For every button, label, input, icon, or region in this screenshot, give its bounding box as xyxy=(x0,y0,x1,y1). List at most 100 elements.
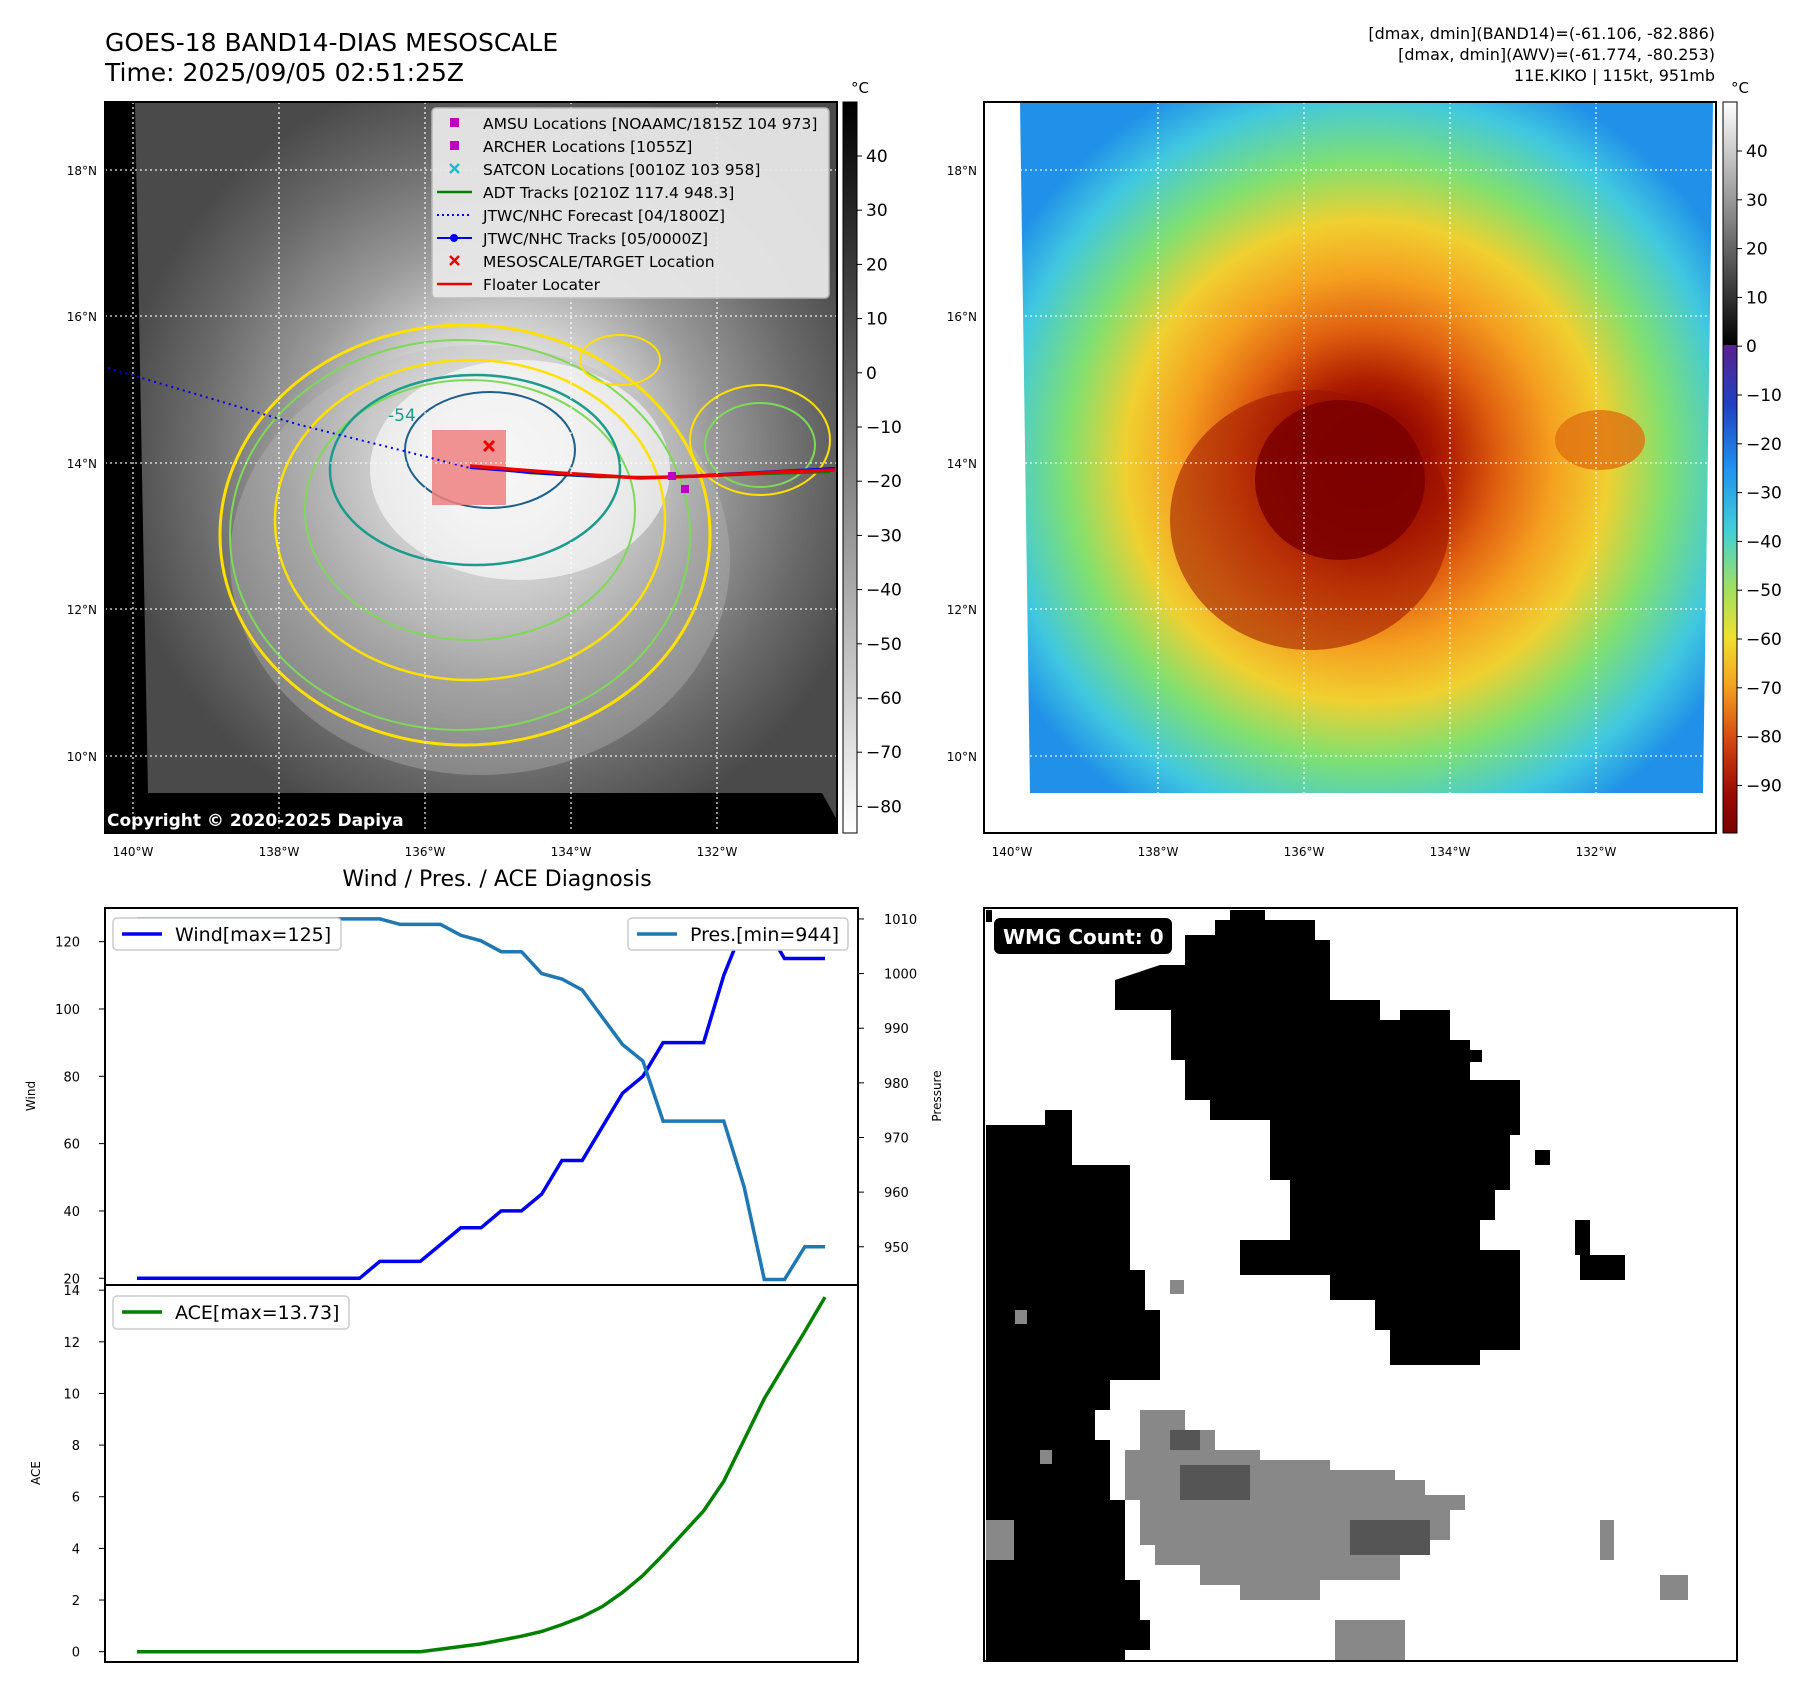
colorbar-tick-label: 10 xyxy=(866,310,888,330)
colorbar-tick-label: 20 xyxy=(1746,240,1768,260)
timestamp: Time: 2025/09/05 02:51:25Z xyxy=(104,58,464,87)
wind-legend-label: Wind[max=125] xyxy=(175,924,331,946)
pressure-tick-label: 1010 xyxy=(884,913,917,928)
legend-label: ADT Tracks [0210Z 117.4 948.3] xyxy=(483,184,734,202)
contour-label: -54 xyxy=(388,406,416,426)
legend-item: JTWC/NHC Forecast [04/1800Z] xyxy=(437,207,725,225)
wind-legend: Wind[max=125] xyxy=(112,917,342,951)
wind-axis-label: Wind xyxy=(24,1081,38,1111)
legend-dot-marker xyxy=(450,234,458,242)
legend-label: ARCHER Locations [1055Z] xyxy=(483,138,692,156)
wmg-black-region-left xyxy=(986,1110,1160,1660)
info-band14: [dmax, dmin](BAND14)=(-61.106, -82.886) xyxy=(1368,24,1715,43)
legend-label: MESOSCALE/TARGET Location xyxy=(483,253,715,271)
wind-pressure-chart: Wind Pressure 20 40 60 80 100 120 950 960 970 98… xyxy=(24,907,944,1287)
contour-yellow-outer xyxy=(218,323,712,747)
legend-item: ARCHER Locations [1055Z] xyxy=(450,138,692,156)
lon-tick-label: 132°W xyxy=(1576,845,1617,859)
map-legend: AMSU Locations [NOAAMC/1815Z 104 973] ARC… xyxy=(431,107,830,299)
legend-x-marker xyxy=(449,163,460,174)
info-awv: [dmax, dmin](AWV)=(-61.774, -80.253) xyxy=(1398,45,1715,64)
info-storm: 11E.KIKO | 115kt, 951mb xyxy=(1514,66,1715,85)
colorbar-tick-label: −30 xyxy=(1746,484,1782,504)
ace-legend-label: ACE[max=13.73] xyxy=(175,1302,339,1324)
lon-tick-label: 140°W xyxy=(992,845,1033,859)
ace-tick-label: 12 xyxy=(63,1336,80,1351)
colorbar-tick-label: −70 xyxy=(1746,679,1782,699)
lon-tick-label: 140°W xyxy=(113,845,154,859)
pressure-tick-label: 1000 xyxy=(884,968,917,983)
wind-tick-label: 40 xyxy=(63,1205,80,1220)
colorbar-tick-label: 20 xyxy=(866,255,888,275)
lon-tick-label: 138°W xyxy=(1138,845,1179,859)
ace-chart: ACE 0 2 4 6 8 10 12 14 ACE[max=13.73] xyxy=(29,1284,859,1663)
lat-tick-label: 18°N xyxy=(67,164,97,178)
lat-tick-label: 16°N xyxy=(67,310,97,324)
wind-series-line xyxy=(137,923,825,1281)
lon-tick-label: 136°W xyxy=(1284,845,1325,859)
pressure-tick-label: 950 xyxy=(884,1241,909,1256)
legend-item: SATCON Locations [0010Z 103 958] xyxy=(449,161,760,179)
legend-item: Floater Locater xyxy=(437,276,601,294)
pressure-legend: Pres.[min=944] xyxy=(627,917,849,951)
colorbar-tick-label: 30 xyxy=(866,201,888,221)
colorbar-tick-label: 30 xyxy=(1746,191,1768,211)
wind-tick-label: 100 xyxy=(55,1003,80,1018)
copyright: Copyright © 2020-2025 Dapiya xyxy=(107,811,404,831)
legend-item: ADT Tracks [0210Z 117.4 948.3] xyxy=(437,184,734,202)
colorbar-tick-label: −70 xyxy=(866,743,902,763)
colorbar-tick-label: 10 xyxy=(1746,288,1768,308)
legend-item: MESOSCALE/TARGET Location xyxy=(449,253,715,271)
wmg-count-badge: WMG Count: 0 xyxy=(994,918,1172,954)
colorbar-tick-label: −50 xyxy=(866,635,902,655)
legend-label: JTWC/NHC Tracks [05/0000Z] xyxy=(482,230,708,248)
pressure-axis-label: Pressure xyxy=(930,1070,944,1121)
diagnosis-title: Wind / Pres. / ACE Diagnosis xyxy=(342,867,651,892)
wind-tick-label: 20 xyxy=(63,1272,80,1287)
ace-tick-label: 10 xyxy=(63,1387,80,1402)
colorbar-tick-label: −30 xyxy=(866,526,902,546)
colorbar-gray-unit: °C xyxy=(851,79,869,97)
colorbar-tick-label: −60 xyxy=(1746,630,1782,650)
ace-series-line xyxy=(137,1296,827,1654)
colorbar-tick-label: −20 xyxy=(1746,435,1782,455)
colorbar-tick-label: −10 xyxy=(1746,386,1782,406)
ace-tick-label: 4 xyxy=(72,1542,80,1557)
mesoscale-target-marker xyxy=(482,439,496,453)
colorbar-tick-label: 0 xyxy=(866,364,877,384)
lat-tick-label: 14°N xyxy=(947,457,977,471)
ace-axis-label: ACE xyxy=(29,1461,43,1485)
colorbar-tick-label: −10 xyxy=(866,418,902,438)
legend-item: AMSU Locations [NOAAMC/1815Z 104 973] xyxy=(450,115,817,133)
ace-tick-label: 6 xyxy=(72,1491,80,1506)
legend-label: Floater Locater xyxy=(483,276,601,294)
lon-tick-label: 132°W xyxy=(697,845,738,859)
wind-tick-label: 60 xyxy=(63,1138,80,1153)
lat-tick-label: 10°N xyxy=(947,750,977,764)
pressure-tick-label: 990 xyxy=(884,1022,909,1037)
colorbar-color-unit: °C xyxy=(1731,79,1749,97)
colorbar-tick-label: 0 xyxy=(1746,337,1757,357)
wmg-count-label: WMG Count: 0 xyxy=(1003,925,1164,949)
lat-tick-label: 14°N xyxy=(67,457,97,471)
colorbar-tick-label: 40 xyxy=(1746,142,1768,162)
colorbar-color: °C 40 30 20 10 0 −10 −20 −30 −40 −50 −60 −70 −80 −90 xyxy=(1722,79,1782,834)
map-panel-color xyxy=(983,101,1717,834)
lon-tick-label: 134°W xyxy=(1430,845,1471,859)
lat-tick-label: 12°N xyxy=(947,603,977,617)
wmg-black-region-top xyxy=(1115,910,1520,1365)
legend-label: AMSU Locations [NOAAMC/1815Z 104 973] xyxy=(483,115,817,133)
colorbar-tick-label: −80 xyxy=(1746,728,1782,748)
legend-item: JTWC/NHC Tracks [05/0000Z] xyxy=(437,230,708,248)
lat-tick-label: 12°N xyxy=(67,603,97,617)
colorbar-tick-label: −90 xyxy=(1746,776,1782,796)
colorbar-tick-label: −40 xyxy=(1746,532,1782,552)
colorbar-tick-label: 40 xyxy=(866,147,888,167)
lon-tick-label: 134°W xyxy=(551,845,592,859)
wind-tick-label: 80 xyxy=(63,1070,80,1085)
legend-x-marker xyxy=(449,255,460,266)
lat-tick-label: 18°N xyxy=(947,164,977,178)
legend-square-marker xyxy=(450,118,459,127)
pressure-tick-label: 960 xyxy=(884,1186,909,1201)
